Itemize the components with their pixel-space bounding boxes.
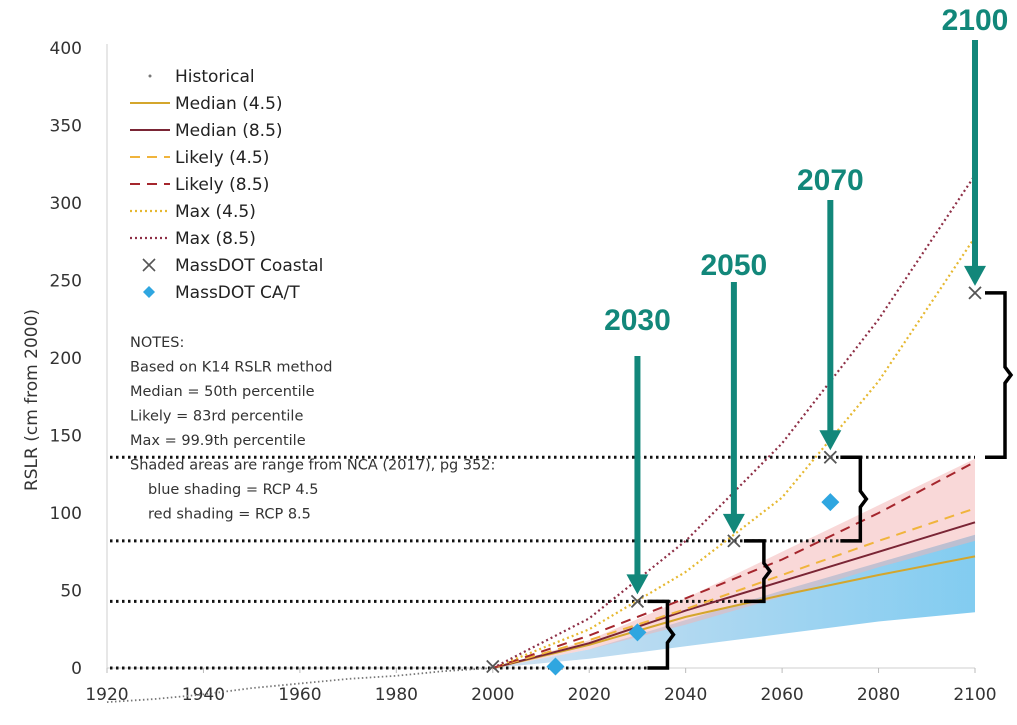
callout-label: 2030 [604, 304, 671, 337]
callout-bracket [743, 539, 773, 604]
y-tick-label: 300 [50, 194, 82, 214]
y-tick-label: 250 [50, 272, 82, 292]
y-axis-label: RSLR (cm from 2000) [22, 309, 42, 491]
callout-label: 2100 [942, 4, 1009, 37]
x-tick-label: 2100 [953, 685, 996, 705]
callout-arrow-head [722, 513, 745, 534]
y-tick-label: 50 [60, 582, 82, 602]
callout-arrow-head [964, 265, 986, 286]
x-tick-label: 2060 [760, 685, 803, 705]
series-max45 [492, 236, 976, 670]
series-median45 [492, 555, 976, 669]
note-line: blue shading = RCP 4.5 [148, 482, 318, 498]
note-line: Likely = 83rd percentile [130, 409, 303, 425]
series-likely85 [492, 461, 976, 669]
callout-bracket [985, 291, 1014, 459]
cat-marker [821, 493, 840, 512]
y-tick-label: 400 [50, 39, 82, 59]
legend-label: Likely (4.5) [175, 148, 269, 168]
x-tick-label: 1920 [85, 685, 128, 705]
legend-label: Median (8.5) [175, 121, 283, 141]
coastal-marker [727, 534, 741, 548]
legend-label: Median (4.5) [175, 94, 283, 114]
legend-label: Max (8.5) [175, 229, 256, 249]
coastal-marker [486, 659, 500, 674]
note-line: Max = 99.9th percentile [130, 433, 306, 449]
coastal-marker [630, 594, 645, 608]
y-tick-label: 200 [50, 349, 82, 369]
note-line: Shaded areas are range from NCA (2017), … [130, 458, 495, 474]
cat-marker [628, 623, 647, 642]
cat-marker [546, 657, 565, 676]
x-tick-label: 2080 [857, 685, 900, 705]
x-tick-label: 1980 [375, 685, 418, 705]
note-line: Based on K14 RSLR method [130, 360, 332, 376]
callout-label: 2070 [797, 164, 864, 197]
x-tick-label: 2000 [471, 685, 514, 705]
legend-symbol-coastal [142, 258, 156, 272]
legend-label: Historical [175, 67, 255, 87]
x-tick-label: 2020 [568, 685, 611, 705]
x-tick-label: 2040 [664, 685, 707, 705]
legend-label: Likely (8.5) [175, 175, 269, 195]
callout-label: 2050 [701, 249, 768, 282]
legend-label: MassDOT Coastal [175, 256, 323, 276]
note-line: red shading = RCP 8.5 [148, 507, 311, 523]
y-tick-label: 150 [50, 427, 82, 447]
series-median85 [492, 521, 976, 669]
coastal-marker [823, 450, 837, 464]
note-line: Median = 50th percentile [130, 384, 315, 400]
shading-blueShade [492, 534, 975, 668]
x-tick-label: 1960 [278, 685, 321, 705]
callout-arrow-head [819, 430, 842, 451]
callout-bracket [840, 455, 869, 543]
callout-arrow-head [626, 574, 649, 595]
coastal-marker [968, 286, 982, 300]
note-line: NOTES: [130, 335, 184, 351]
callout-bracket [647, 599, 676, 670]
series-historical [106, 667, 493, 703]
legend-symbol-historical [148, 74, 152, 78]
legend-label: MassDOT CA/T [175, 283, 300, 303]
y-tick-label: 350 [50, 117, 82, 137]
shading-redShade [492, 458, 975, 668]
legend-symbol-cat [143, 286, 155, 298]
y-tick-label: 100 [50, 504, 82, 524]
legend-label: Max (4.5) [175, 202, 256, 222]
y-tick-label: 0 [71, 659, 82, 679]
